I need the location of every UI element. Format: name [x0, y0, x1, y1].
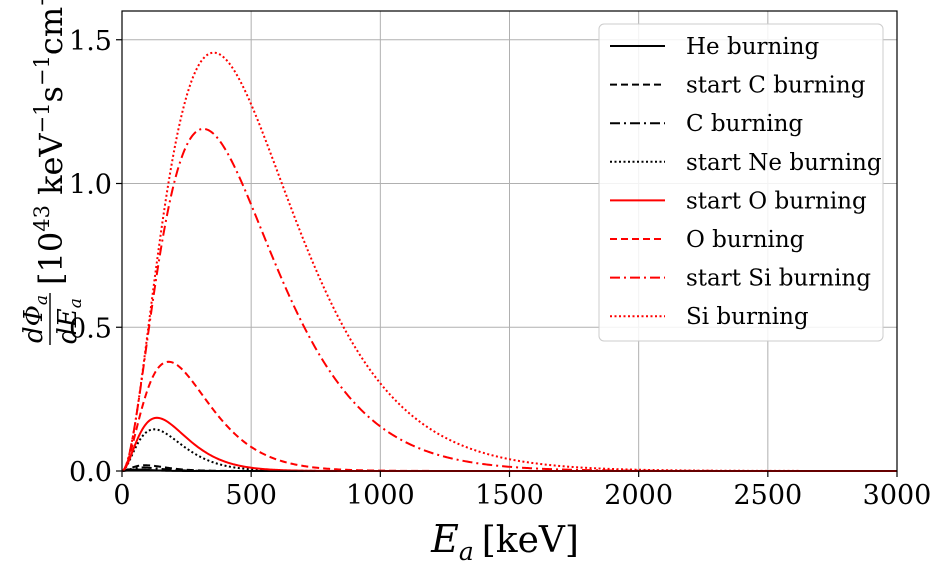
y-axis-den-sub: a — [66, 298, 86, 308]
y-axis-den: dE — [53, 308, 83, 344]
series-line — [121, 51, 897, 472]
y-axis-title: dΦa dEa [1043 keV−1s−1cm−2] — [19, 0, 86, 345]
x-axis-title: Ea [keV] — [430, 517, 579, 566]
legend-label: O burning — [686, 227, 805, 253]
y-axis-unit-mid: keV — [32, 133, 70, 206]
y-axis-unit-exp4: −2 — [30, 0, 54, 7]
y-axis-unit-cm: cm — [32, 7, 70, 55]
x-tick-label: 1500 — [475, 480, 544, 511]
ticks: 0 500 1000 1500 2000 2500 3000 0.0 0.5 1.0 1.5 — [69, 26, 931, 511]
x-tick-label: 2500 — [733, 480, 802, 511]
svg-text:[1043 keV−1s−1cm−2]: [1043 keV−1s−1cm−2] — [30, 0, 70, 285]
legend-label: start C burning — [686, 73, 866, 99]
y-axis-unit-s: s — [32, 86, 70, 102]
x-axis-unit: [keV] — [482, 520, 579, 561]
legend-label: He burning — [686, 34, 819, 60]
legend-label: start O burning — [686, 188, 867, 214]
x-tick-label: 1000 — [346, 480, 415, 511]
legend-box — [598, 23, 884, 342]
legend-label: Si burning — [686, 304, 809, 330]
x-tick-label: 3000 — [863, 480, 932, 511]
legend-label: C burning — [686, 111, 803, 137]
y-axis-num: dΦ — [19, 305, 49, 343]
svg-text:dΦa: dΦa — [19, 295, 52, 343]
legend-label: start Ne burning — [686, 150, 882, 176]
y-tick-label: 0.0 — [69, 457, 112, 488]
x-tick-label: 2000 — [604, 480, 673, 511]
svg-text:Ea[keV]: Ea [keV] — [430, 517, 579, 566]
y-tick-label: 1.5 — [69, 26, 112, 57]
x-tick-label: 500 — [225, 480, 277, 511]
y-axis-unit-exp2: −1 — [30, 102, 54, 133]
y-tick-label: 1.0 — [69, 170, 112, 201]
y-tick-label: 0.5 — [69, 313, 112, 344]
svg-text:dEa: dEa — [53, 298, 86, 344]
y-axis-num-sub: a — [32, 295, 52, 305]
x-axis-sub: a — [459, 537, 474, 566]
legend-label: start Si burning — [686, 266, 871, 292]
y-axis-unit-exp3: −1 — [30, 55, 54, 86]
legend: He burning start C burning C burning start … — [598, 23, 884, 342]
x-tick-label: 0 — [113, 480, 130, 511]
y-axis-unit-exp1: 43 — [30, 205, 54, 232]
x-axis-var: E — [430, 517, 459, 561]
y-axis-unit-prefix: [10 — [32, 232, 70, 285]
